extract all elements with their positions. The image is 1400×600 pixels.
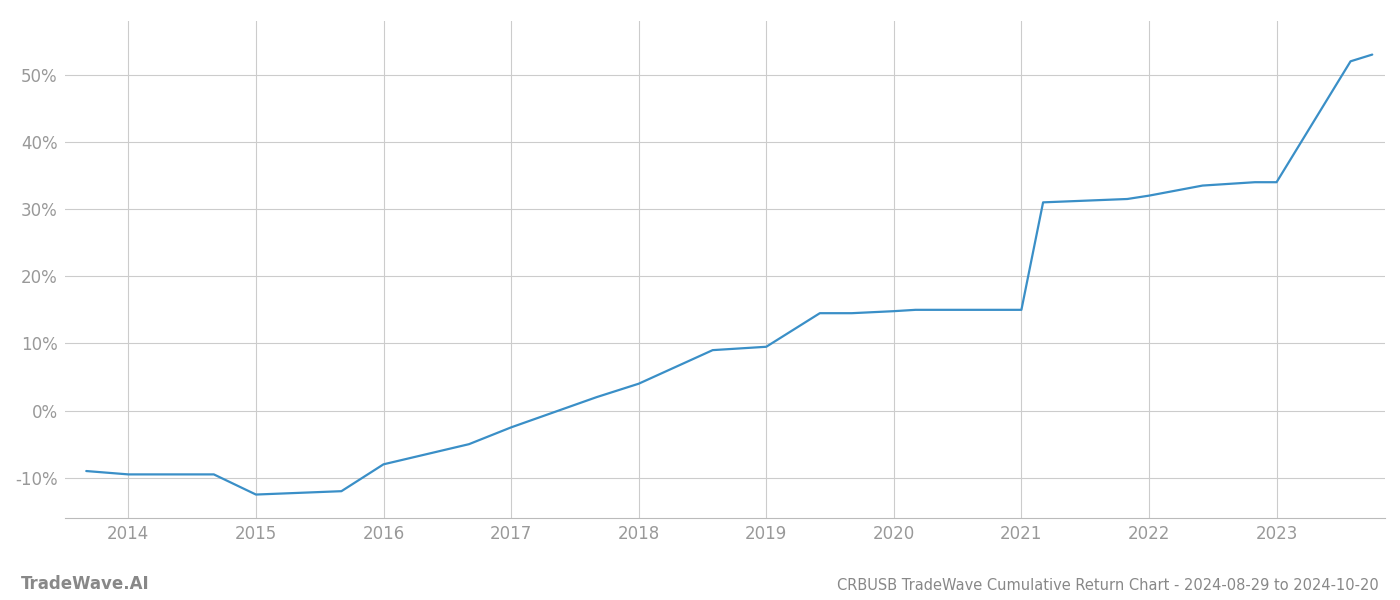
Text: CRBUSB TradeWave Cumulative Return Chart - 2024-08-29 to 2024-10-20: CRBUSB TradeWave Cumulative Return Chart…	[837, 578, 1379, 593]
Text: TradeWave.AI: TradeWave.AI	[21, 575, 150, 593]
